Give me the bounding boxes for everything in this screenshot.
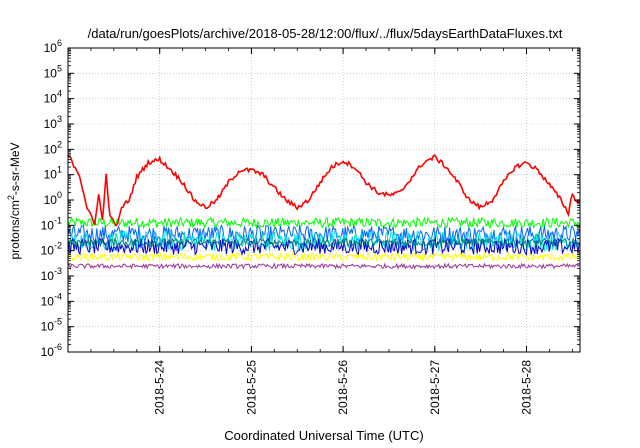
y-tick-label: 101: [44, 165, 62, 182]
y-tick-label: 10-2: [41, 241, 62, 258]
y-tick-exponent: 1: [57, 165, 62, 175]
y-tick-label: 10-6: [41, 342, 62, 359]
y-tick-label: 100: [44, 190, 62, 207]
y-tick-exponent: 0: [57, 190, 62, 200]
y-tick-label: 104: [44, 89, 62, 106]
y-tick-exponent: -3: [54, 266, 62, 276]
y-tick-base: 10: [44, 142, 58, 156]
y-tick-exponent: -1: [54, 215, 62, 225]
series-line-band: [67, 216, 580, 230]
y-tick-label: 102: [44, 139, 62, 156]
y-tick-base: 10: [44, 92, 58, 106]
grid-lines: [68, 48, 580, 352]
y-tick-exponent: 2: [57, 139, 62, 149]
y-tick-exponent: -6: [54, 342, 62, 352]
y-tick-label: 10-1: [41, 215, 62, 232]
x-tick-label: 2018-5-25: [244, 360, 258, 415]
y-tick-base: 10: [44, 168, 58, 182]
y-tick-base: 10: [44, 66, 58, 80]
y-tick-exponent: -2: [54, 241, 62, 251]
x-axis-label: Coordinated Universal Time (UTC): [224, 428, 423, 443]
y-tick-base: 10: [44, 117, 58, 131]
y-tick-label: 103: [44, 114, 62, 131]
y-tick-exponent: 6: [57, 38, 62, 48]
y-axis-label: protons/cm2-s-sr-MeV: [6, 142, 22, 259]
y-label-pre: protons/cm: [8, 200, 22, 259]
x-axis-ticks: 2018-5-24 2018-5-25 2018-5-26 2018-5-27 2018…: [67, 48, 573, 415]
y-tick-base: 10: [41, 269, 55, 283]
y-label-post: -s-sr-MeV: [8, 142, 22, 195]
x-tick-label: 2018-5-26: [336, 360, 350, 415]
series-line-band: [67, 236, 580, 249]
y-tick-exponent: 3: [57, 114, 62, 124]
chart-title: /data/run/goesPlots/archive/2018-05-28/1…: [88, 26, 563, 41]
y-tick-base: 10: [41, 244, 55, 258]
series-line-band: [67, 251, 580, 263]
y-tick-label: 10-3: [41, 266, 62, 283]
y-tick-label: 10-5: [41, 317, 62, 334]
series-line-red: [67, 154, 580, 227]
y-tick-exponent: 5: [57, 63, 62, 73]
y-tick-label: 106: [44, 38, 62, 55]
y-tick-label: 105: [44, 63, 62, 80]
x-tick-label: 2018-5-28: [520, 360, 534, 415]
x-tick-label: 2018-5-27: [428, 360, 442, 415]
y-tick-exponent: 4: [57, 89, 62, 99]
y-label-sup: 2: [6, 195, 16, 200]
series-line-band: [67, 262, 580, 270]
y-axis-ticks: 10-610-510-410-310-210-11001011021031041…: [41, 38, 580, 359]
y-tick-exponent: -4: [54, 291, 62, 301]
y-tick-label: 10-4: [41, 291, 62, 308]
y-tick-exponent: -5: [54, 317, 62, 327]
y-tick-base: 10: [41, 218, 55, 232]
x-tick-label: 2018-5-24: [153, 360, 167, 415]
y-tick-base: 10: [44, 41, 58, 55]
y-tick-base: 10: [44, 193, 58, 207]
y-tick-base: 10: [41, 345, 55, 359]
y-tick-base: 10: [41, 294, 55, 308]
series-group: [67, 154, 580, 270]
y-tick-base: 10: [41, 320, 55, 334]
